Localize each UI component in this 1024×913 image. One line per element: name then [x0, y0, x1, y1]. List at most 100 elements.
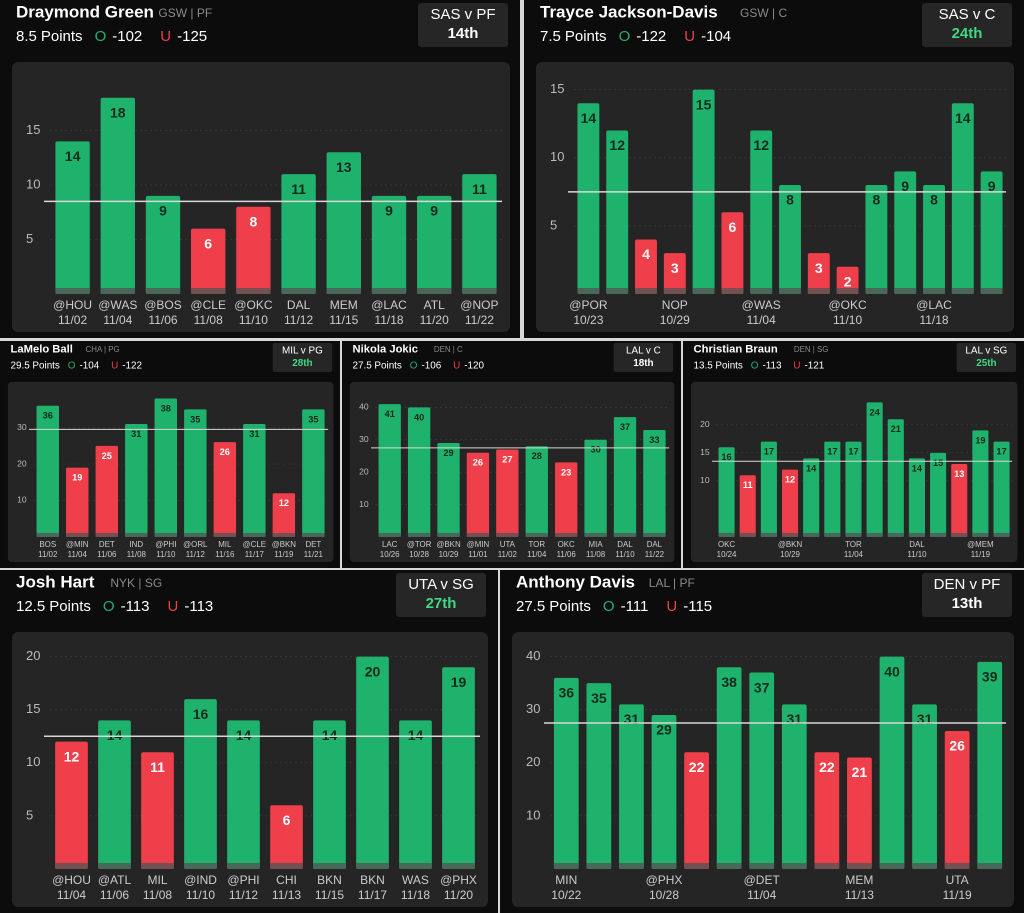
- x-tick-date: 11/17: [358, 888, 387, 902]
- x-tick-date: 10/23: [573, 313, 603, 327]
- x-tick-label: @CLE: [190, 298, 226, 312]
- x-tick-date: 11/04: [68, 550, 88, 559]
- x-tick-label: @MIN: [66, 540, 89, 549]
- bar-value: 14: [107, 727, 123, 743]
- bar-base: [281, 288, 316, 294]
- bar: [553, 677, 579, 869]
- x-tick-label: @CLE: [243, 540, 266, 549]
- y-tick-label: 10: [550, 149, 564, 164]
- bar-base: [326, 288, 361, 294]
- x-tick-label: BKN: [317, 873, 342, 887]
- bar-base: [930, 532, 947, 537]
- separator: |: [811, 345, 817, 354]
- x-tick-label: MEM: [845, 873, 873, 887]
- bar-value: 38: [721, 674, 737, 690]
- x-tick-label: LAC: [382, 540, 398, 549]
- team: LAL: [649, 576, 671, 590]
- line-unit: Points: [549, 598, 591, 615]
- bar-base: [803, 532, 820, 537]
- prop-line: 27.5 Points O -106 U -120: [353, 360, 485, 371]
- x-tick-date: 11/15: [315, 888, 344, 902]
- rank: 28th: [292, 358, 312, 369]
- x-tick-date: 11/01: [468, 550, 488, 559]
- bar-value: 22: [819, 759, 835, 775]
- bar: [227, 720, 260, 869]
- matchup-box: [922, 573, 1012, 617]
- bar-value: 36: [558, 685, 574, 701]
- y-tick-label: 20: [26, 648, 40, 663]
- bar: [781, 704, 807, 869]
- bar-value: 39: [982, 669, 998, 685]
- bar-value: 20: [365, 663, 381, 679]
- x-tick-label: OKC: [558, 540, 575, 549]
- y-tick-label: 10: [700, 475, 710, 485]
- separator: |: [451, 345, 457, 354]
- bar: [912, 704, 937, 869]
- bar-value: 21: [891, 424, 901, 434]
- x-tick-date: 11/08: [143, 888, 172, 902]
- bar: [847, 757, 872, 869]
- x-tick-date: 11/04: [57, 888, 86, 902]
- bar-base: [55, 863, 88, 869]
- bar: [236, 206, 271, 294]
- x-tick-date: 11/02: [498, 550, 517, 559]
- x-tick-label: CHI: [276, 873, 297, 887]
- bar-value: 12: [785, 475, 795, 485]
- x-tick-date: 11/10: [239, 313, 268, 327]
- x-tick-label: @BKN: [272, 540, 297, 549]
- x-tick-label: @WAS: [98, 298, 137, 312]
- position: PF: [197, 6, 212, 20]
- line-value: 27.5: [516, 598, 545, 615]
- x-tick-date: 10/26: [380, 550, 400, 559]
- bar: [887, 419, 904, 537]
- bar: [845, 441, 862, 537]
- x-tick-label: MIN: [555, 873, 577, 887]
- bar-base: [125, 532, 148, 537]
- bar-value: 31: [131, 429, 141, 439]
- x-tick-date: 11/04: [747, 888, 776, 902]
- y-tick-label: 30: [359, 434, 369, 444]
- bar-value: 14: [806, 463, 817, 473]
- bar-value: 15: [696, 96, 712, 112]
- x-tick-date: 11/12: [229, 888, 258, 902]
- x-tick-label: DAL: [617, 540, 633, 549]
- bar-base: [760, 532, 777, 537]
- line-unit: Points: [32, 360, 60, 371]
- y-tick-label: 40: [359, 402, 369, 412]
- x-tick-date: 11/20: [444, 888, 473, 902]
- bar: [184, 409, 207, 537]
- bar-value: 14: [322, 727, 338, 743]
- x-tick-label: @PHI: [227, 873, 259, 887]
- x-tick-label: UTA: [500, 540, 516, 549]
- bar: [619, 704, 644, 869]
- bar: [125, 423, 148, 537]
- separator: |: [102, 345, 108, 354]
- bar-base: [606, 288, 629, 294]
- bar: [836, 266, 859, 294]
- x-tick-label: OKC: [718, 540, 735, 549]
- bar-value: 38: [161, 403, 171, 413]
- bar-value: 12: [609, 137, 625, 153]
- bar: [750, 130, 773, 294]
- bar: [407, 407, 431, 537]
- x-tick-date: 11/10: [186, 888, 215, 902]
- team-position: GSW | PF: [158, 6, 212, 20]
- bar-base: [270, 863, 303, 869]
- matchup: SAS v C: [939, 6, 996, 23]
- y-tick-label: 15: [700, 447, 710, 457]
- bar-value: 12: [753, 137, 769, 153]
- bar-value: 8: [873, 192, 881, 208]
- bar: [442, 667, 475, 869]
- player-name: Trayce Jackson-Davis: [540, 2, 718, 21]
- bar: [270, 805, 303, 869]
- line-unit: Points: [49, 598, 91, 615]
- bar-base: [525, 532, 548, 537]
- bar-base: [462, 288, 497, 294]
- position: PF: [680, 576, 695, 590]
- bar: [356, 656, 389, 869]
- bar-base: [371, 288, 407, 294]
- bar: [98, 720, 131, 869]
- bar-base: [951, 532, 968, 537]
- x-tick-date: 11/08: [194, 313, 223, 327]
